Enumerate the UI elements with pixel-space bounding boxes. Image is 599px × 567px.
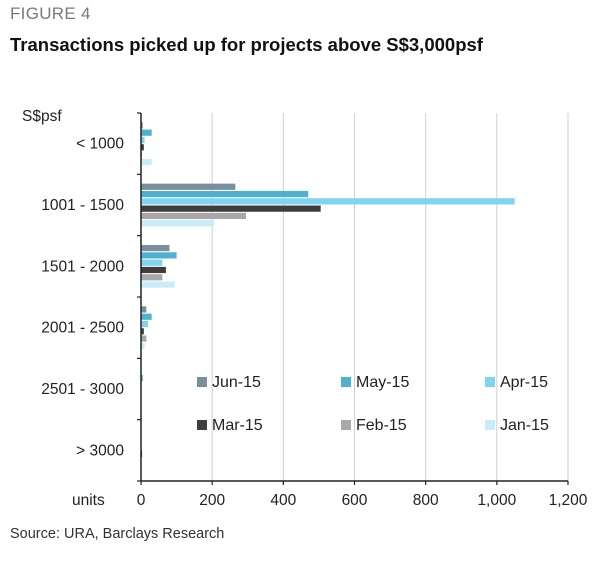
source-note: Source: URA, Barclays Research [10, 526, 225, 542]
x-axis-label: units [72, 492, 105, 509]
gridlines [211, 113, 569, 481]
bar-apr-15-1000 [141, 136, 145, 144]
legend: Jun-15 May-15 Apr-15 Mar-15 Feb-15 Jan-15 [197, 374, 549, 434]
chart: < 1000 1001 - 1500 1501 - 2000 2001 - 2500 2… [22, 108, 588, 509]
bar-feb-15-1001-1500 [141, 212, 246, 220]
legend-swatch-jun-15 [197, 377, 207, 387]
x-tick-label-0: 0 [137, 492, 146, 509]
bar-apr-15-1001-1500 [141, 198, 515, 205]
axes [137, 112, 569, 485]
category-label-1001-1500: 1001 - 1500 [41, 197, 124, 214]
legend-swatch-jan-15 [485, 420, 495, 430]
legend-label-apr-15: Apr-15 [500, 374, 548, 391]
bar-mar-15-1001-1500 [141, 205, 321, 212]
bar-mar-15-2001-2500 [141, 328, 144, 335]
legend-label-mar-15: Mar-15 [212, 417, 263, 434]
bar-feb-15-2001-2500 [141, 335, 147, 342]
bars [141, 122, 515, 458]
figure-label: FIGURE 4 [10, 4, 91, 23]
legend-swatch-apr-15 [485, 377, 495, 387]
category-label-1000: < 1000 [76, 136, 124, 153]
y-axis-label: S$psf [22, 108, 62, 125]
x-tick-label-400: 400 [270, 492, 296, 509]
x-tick-label-800: 800 [413, 492, 439, 509]
bar-may-15-1000 [141, 129, 152, 136]
bar-may-15-2501-3000 [141, 374, 143, 382]
bar-feb-15-1501-2000 [141, 274, 163, 281]
bar-jun-15-1001-1500 [141, 183, 236, 190]
legend-swatch-mar-15 [197, 420, 207, 430]
bar-jan-15-2001-2500 [141, 342, 145, 350]
legend-label-jun-15: Jun-15 [212, 374, 261, 391]
bar-mar-15-1000 [141, 144, 144, 151]
bar-may-15-1001-1500 [141, 190, 309, 198]
category-labels: < 1000 1001 - 1500 1501 - 2000 2001 - 2500 2… [41, 136, 124, 460]
bar-jun-15-1000 [141, 122, 143, 129]
legend-label-jan-15: Jan-15 [500, 417, 549, 434]
category-label-1501-2000: 1501 - 2000 [41, 258, 124, 275]
legend-label-may-15: May-15 [356, 374, 409, 391]
bar-mar-15-1501-2000 [141, 266, 166, 274]
legend-swatch-may-15 [341, 377, 351, 387]
x-tick-label-200: 200 [199, 492, 225, 509]
x-tick-label-1-200: 1,200 [549, 492, 588, 509]
x-tick-labels: 0 200 400 600 800 1,000 1,200 [137, 492, 588, 509]
bar-may-15-1501-2000 [141, 252, 177, 259]
bar-apr-15-1501-2000 [141, 259, 163, 266]
category-label-2001-2500: 2001 - 2500 [41, 320, 124, 337]
x-tick-label-1-000: 1,000 [477, 492, 516, 509]
legend-label-feb-15: Feb-15 [356, 417, 407, 434]
legend-swatch-feb-15 [341, 420, 351, 430]
bar-may-15-2001-2500 [141, 313, 152, 320]
bar-jun-15-2001-2500 [141, 306, 147, 313]
chart-title: Transactions picked up for projects abov… [10, 34, 483, 55]
x-tick-label-600: 600 [342, 492, 368, 509]
bar-jun-15-1501-2000 [141, 244, 170, 252]
bar-jan-15-1501-2000 [141, 281, 175, 288]
bar-jan-15-1001-1500 [141, 220, 214, 227]
bar-apr-15-2001-2500 [141, 320, 149, 328]
category-label-3000: > 3000 [76, 442, 124, 459]
bar-jan-15-1000 [141, 158, 152, 166]
category-label-2501-3000: 2501 - 3000 [41, 381, 124, 398]
